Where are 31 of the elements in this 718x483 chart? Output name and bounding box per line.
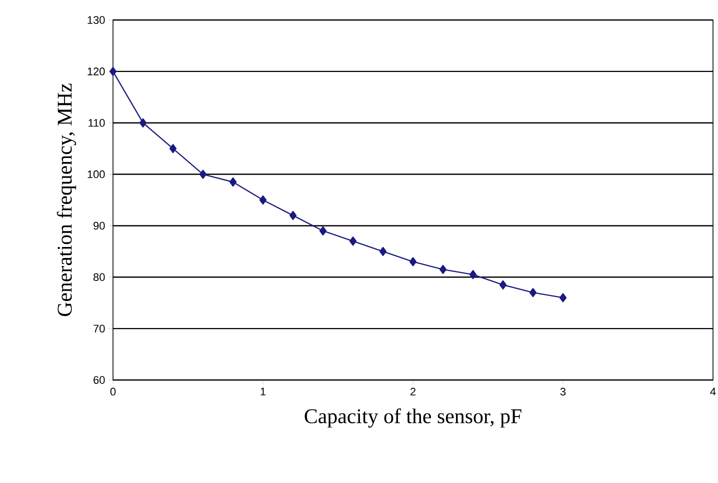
x-axis-title: Capacity of the sensor, pF [304,408,522,428]
point [379,246,387,256]
x-tick-label: 0 [110,388,116,396]
point [169,144,177,154]
point [199,170,207,179]
x-tick-label: 3 [560,388,566,396]
point [469,270,477,280]
point [409,257,417,266]
point [289,210,297,220]
point [319,226,327,236]
x-tick-label: 2 [410,388,416,396]
y-tick-label: 110 [88,118,105,127]
point [349,236,357,246]
point [559,293,567,302]
point [229,177,237,187]
y-tick-label: 90 [94,222,105,230]
x-tick-label: 1 [260,388,266,396]
point [529,288,537,298]
point [439,264,447,274]
point [259,195,267,205]
y-tick-label: 120 [88,68,105,76]
point [109,66,117,76]
y-tick-label: 130 [88,16,105,24]
y-tick-label: 60 [94,376,105,384]
y-tick-label: 70 [94,324,105,332]
y-tick-label: 80 [94,273,105,282]
point [139,118,147,128]
x-tick-label: 4 [710,388,716,396]
point [499,280,507,290]
y-axis-title: Generation frequency, MHz [56,84,76,316]
y-tick-label: 100 [88,170,105,178]
